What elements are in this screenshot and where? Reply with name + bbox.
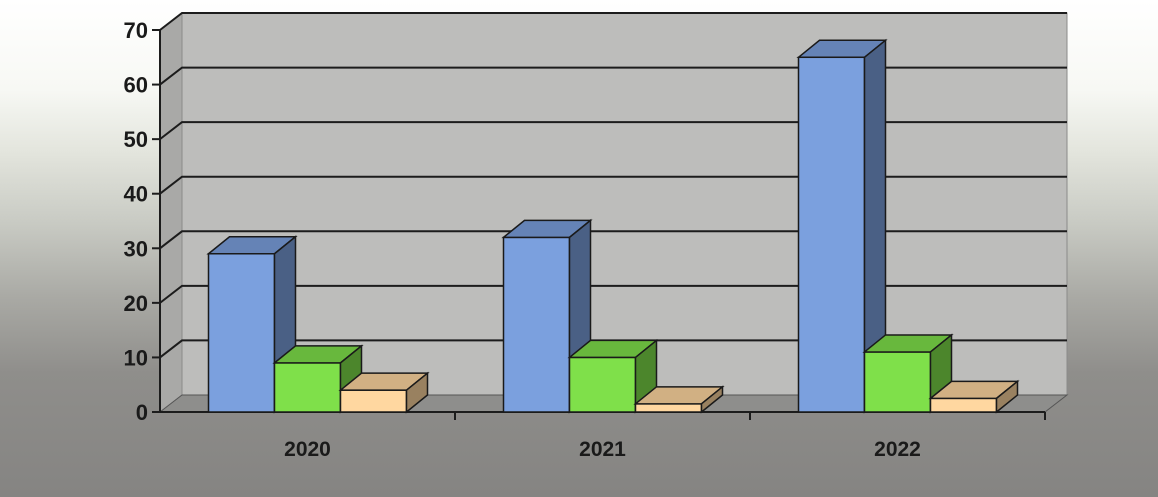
bar-2022-series-3 xyxy=(928,379,1020,414)
gridline xyxy=(159,12,1067,31)
bars xyxy=(206,38,1020,414)
bar-front xyxy=(863,351,932,413)
gridline xyxy=(159,175,1067,195)
bar-2021-series-3 xyxy=(633,385,725,414)
bar-front xyxy=(634,403,703,413)
y-axis-ticks: 0 10 20 30 40 50 60 70 xyxy=(124,18,148,425)
x-axis-categories: 2020 2021 2022 xyxy=(284,438,921,461)
bar-2022-series-2 xyxy=(862,333,954,414)
bar-front xyxy=(797,56,866,413)
bar-side xyxy=(405,371,429,414)
side-wall xyxy=(159,11,183,414)
gridline xyxy=(159,230,1067,250)
y-tick-label: 40 xyxy=(124,182,148,207)
x-category-label: 2022 xyxy=(874,438,921,461)
x-category-label: 2021 xyxy=(579,438,626,461)
bar-front xyxy=(207,252,276,413)
x-category-label: 2020 xyxy=(284,438,331,461)
y-tick-label: 10 xyxy=(124,345,148,370)
gridline xyxy=(159,66,1067,86)
bar-2022-series-1 xyxy=(796,38,888,414)
gridline xyxy=(159,121,1067,140)
bar-front xyxy=(339,389,408,413)
y-tick-label: 70 xyxy=(124,18,148,43)
gridline xyxy=(159,284,1067,304)
bar-front xyxy=(568,356,637,413)
y-tick-label: 50 xyxy=(124,127,148,152)
y-tick-label: 30 xyxy=(124,236,148,261)
bar-2020-series-3 xyxy=(338,371,430,414)
gridline xyxy=(159,339,1067,359)
gridlines xyxy=(159,12,1067,359)
bar-side xyxy=(700,385,724,414)
y-tick-label: 0 xyxy=(136,400,148,425)
bar-front xyxy=(273,362,342,413)
y-tick-label: 60 xyxy=(124,73,148,98)
y-tick-label: 20 xyxy=(124,291,148,316)
bar-side xyxy=(995,379,1019,414)
bar-front xyxy=(502,236,571,413)
bar-front xyxy=(929,397,998,413)
